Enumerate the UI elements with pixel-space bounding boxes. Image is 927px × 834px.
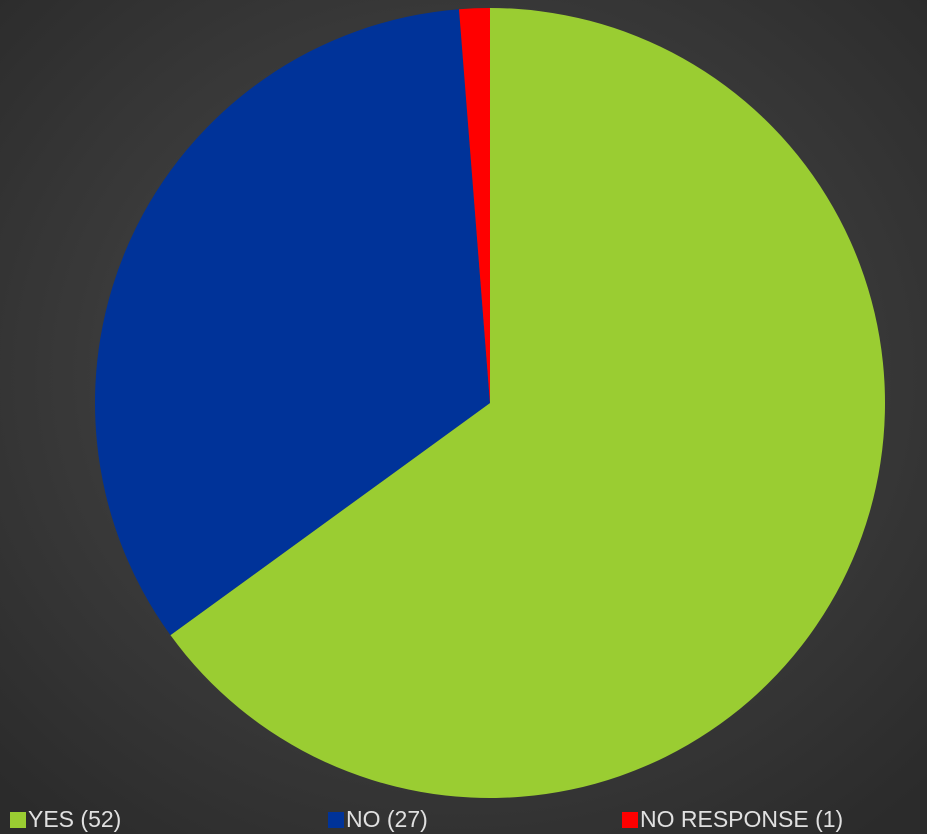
legend: YES (52) NO (27) NO RESPONSE (1) <box>10 806 843 832</box>
pie-slice <box>459 8 490 403</box>
legend-label: YES (52) <box>28 806 121 832</box>
legend-label: NO (27) <box>346 806 428 832</box>
legend-swatch <box>622 812 638 828</box>
legend-swatch <box>328 812 344 828</box>
pie-slice <box>170 8 885 799</box>
legend-swatch <box>10 812 26 828</box>
pie <box>95 8 885 799</box>
pie-slice <box>95 9 491 636</box>
legend-label: NO RESPONSE (1) <box>640 806 843 832</box>
